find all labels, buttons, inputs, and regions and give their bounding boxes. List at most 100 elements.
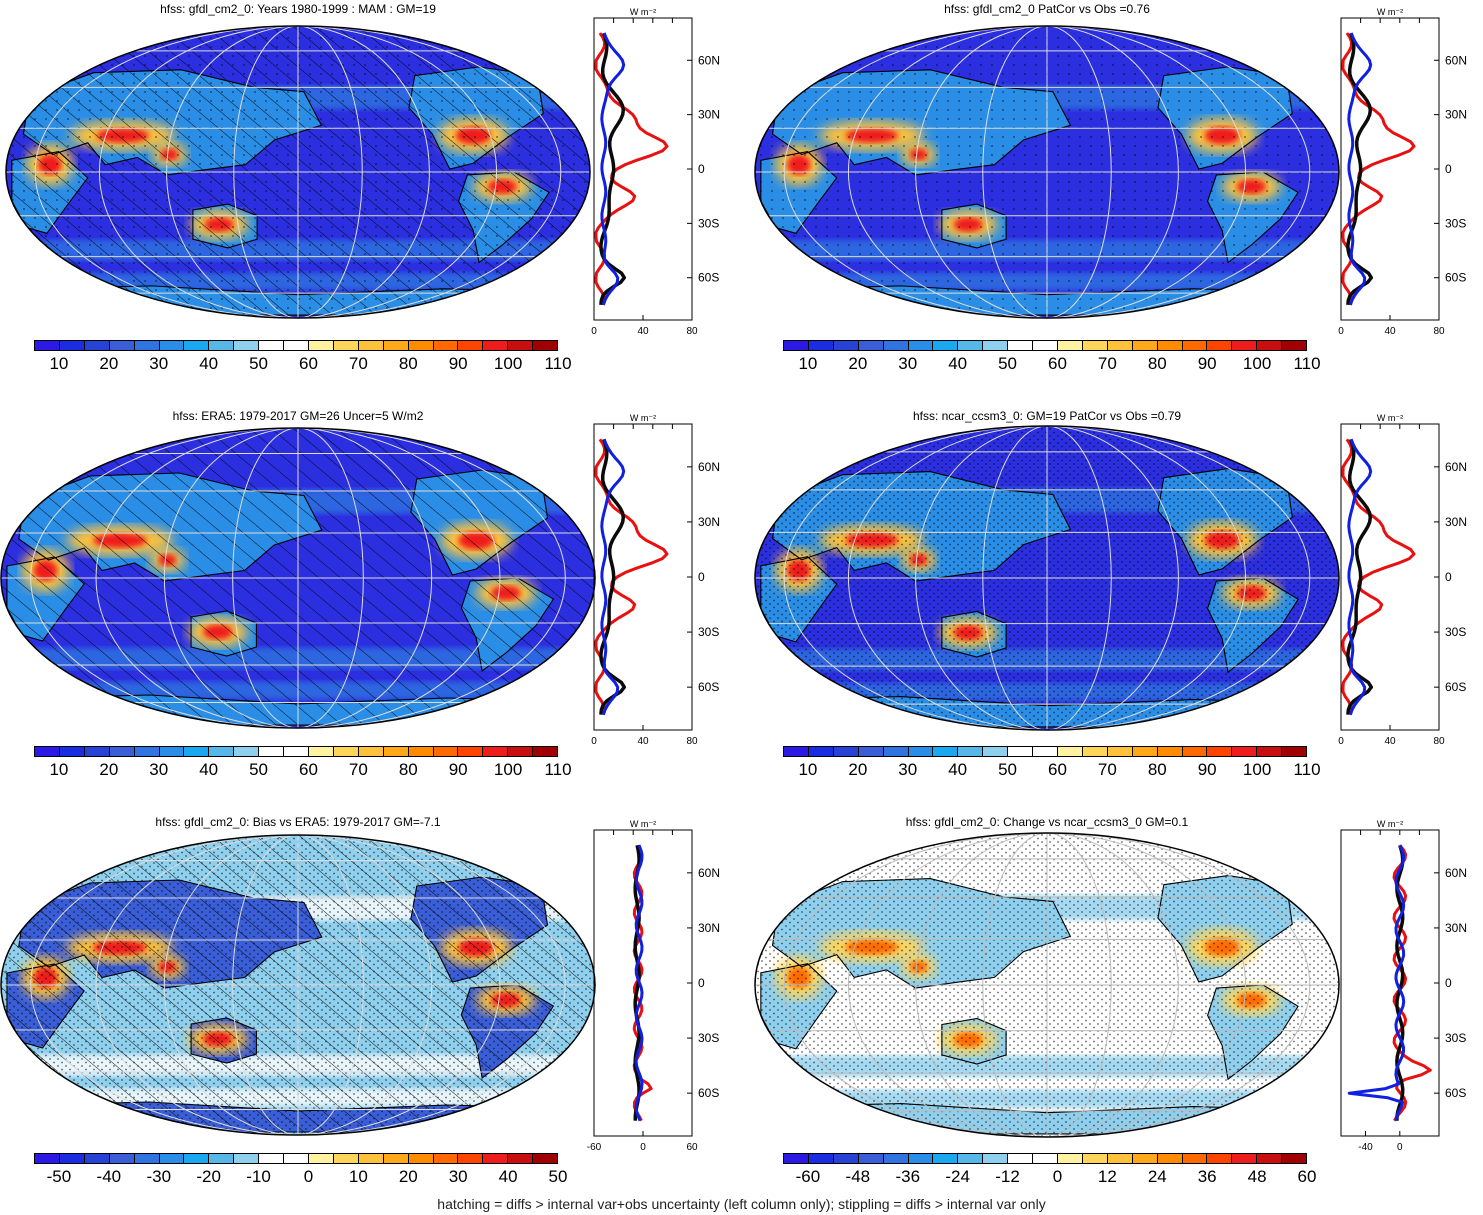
graticule-meridian [915, 426, 1179, 730]
colorbar-label: 100 [1242, 354, 1272, 373]
profile-frame [593, 17, 693, 321]
colorbar-swatch [1207, 341, 1233, 350]
colorbar-label: 110 [1293, 760, 1321, 779]
profile-frame [1340, 17, 1440, 321]
profile-lat-label: 0 [698, 162, 705, 176]
panel-title: hfss: gfdl_cm2_0 PatCor vs Obs =0.76 [944, 2, 1150, 16]
coastline [540, 451, 584, 486]
colorbar-label: 80 [1147, 760, 1167, 779]
profile-line-land [600, 438, 626, 716]
colorbar-swatch [1232, 1154, 1258, 1163]
colorbar-label: 20 [848, 354, 868, 373]
coastline [460, 984, 555, 1079]
colorbar-swatch [858, 1154, 884, 1163]
map-outline [0, 427, 596, 729]
colorbar-swatch [1057, 341, 1083, 350]
colorbar-label: -60 [795, 1167, 821, 1186]
colorbar-swatch [358, 747, 384, 756]
colorbar-swatch [833, 747, 859, 756]
colorbar-swatch [134, 341, 160, 350]
graticule-meridian [232, 428, 364, 728]
map-field [755, 833, 1339, 1137]
colorbar-swatch [383, 341, 409, 350]
colorbar-label: 110 [544, 354, 572, 373]
colorbar-swatch [1207, 1154, 1233, 1163]
zonal-profile-3: W m⁻² 60N 30N 0 30S 60S 0 40 80 [591, 413, 720, 747]
profile-lat-label: 30N [698, 515, 720, 529]
profile-lat-label: 0 [698, 976, 705, 990]
colorbar-swatch [234, 747, 260, 756]
colorbar-swatch [234, 341, 260, 350]
colorbar-swatch [408, 747, 434, 756]
colorbar-label: 100 [1242, 760, 1272, 779]
colorbar-swatch [1107, 1154, 1133, 1163]
coastline [1207, 984, 1299, 1081]
colorbar-swatch [1257, 747, 1283, 756]
colorbar-label: 70 [1097, 354, 1117, 373]
coastline [771, 471, 1072, 582]
graticule-meridian [233, 26, 363, 318]
colorbar-swatch [533, 1154, 558, 1163]
colorbar-swatch [1182, 1154, 1208, 1163]
colorbar-swatch [483, 341, 509, 350]
colorbar-label: 70 [348, 354, 368, 373]
coastline [941, 1017, 1007, 1065]
colorbar-swatch [858, 341, 884, 350]
colorbar-swatch [1057, 747, 1083, 756]
colorbar-label: -12 [995, 1167, 1020, 1186]
colorbar-label: 40 [199, 354, 219, 373]
colorbar-panel-3 [34, 746, 558, 757]
colorbar-label: 0 [303, 1167, 314, 1186]
graticule-meridian [982, 426, 1112, 730]
profile-lat-label: 60S [1445, 271, 1466, 285]
colorbar-label: 10 [49, 760, 69, 779]
profile-unit-label: W m⁻² [1377, 413, 1403, 423]
profile-frame [1340, 423, 1440, 731]
graticule-meridian [915, 833, 1179, 1137]
colorbar-label: 90 [1197, 760, 1217, 779]
colorbar-label: 48 [1247, 1167, 1267, 1186]
map-panel-1 [5, 25, 591, 319]
colorbar-label: 70 [348, 760, 368, 779]
colorbar-label: 20 [99, 760, 119, 779]
colorbar-label: -20 [196, 1167, 221, 1186]
map-field [1, 835, 595, 1135]
colorbar-label: 100 [493, 760, 523, 779]
colorbar-swatch [1033, 747, 1058, 756]
colorbar-swatch [1107, 341, 1133, 350]
map-outline [5, 25, 591, 319]
colorbar-swatch [908, 747, 934, 756]
colorbar-label: -48 [845, 1167, 871, 1186]
colorbar-swatch [833, 341, 859, 350]
colorbar-swatch [1207, 747, 1233, 756]
colorbar-label: 10 [49, 354, 69, 373]
profile-value-label: 0 [591, 736, 597, 747]
colorbar-label: 90 [448, 354, 468, 373]
colorbar-label: 110 [1293, 354, 1321, 373]
profile-value-label: 0 [1338, 326, 1344, 337]
colorbar-swatch [1082, 341, 1108, 350]
colorbar-label: 10 [798, 760, 818, 779]
colorbar-swatch [1282, 747, 1307, 756]
profile-lat-label: 30N [1445, 108, 1467, 122]
colorbar-swatch [1257, 1154, 1283, 1163]
profile-lat-label: 60N [1445, 866, 1467, 880]
colorbar-swatch [259, 341, 285, 350]
colorbar-swatch [883, 1154, 909, 1163]
colorbar-swatch [308, 747, 334, 756]
colorbar-swatch [1182, 341, 1208, 350]
coastline [941, 610, 1007, 658]
profile-line-total [599, 438, 627, 715]
profile-lat-label: 30S [1445, 216, 1466, 230]
colorbar-swatch [259, 747, 285, 756]
colorbar-label: 30 [448, 1167, 468, 1186]
profile-lat-label: 30N [1445, 515, 1467, 529]
map-panel-4 [754, 425, 1340, 731]
profile-line-ocean [1392, 844, 1432, 1122]
colorbar-swatch [408, 341, 434, 350]
map-outline [754, 832, 1340, 1138]
profile-value-label: 80 [1433, 736, 1445, 747]
colorbar-swatch [159, 1154, 185, 1163]
profile-value-label: 0 [640, 1142, 646, 1153]
land-greenland [537, 49, 579, 82]
